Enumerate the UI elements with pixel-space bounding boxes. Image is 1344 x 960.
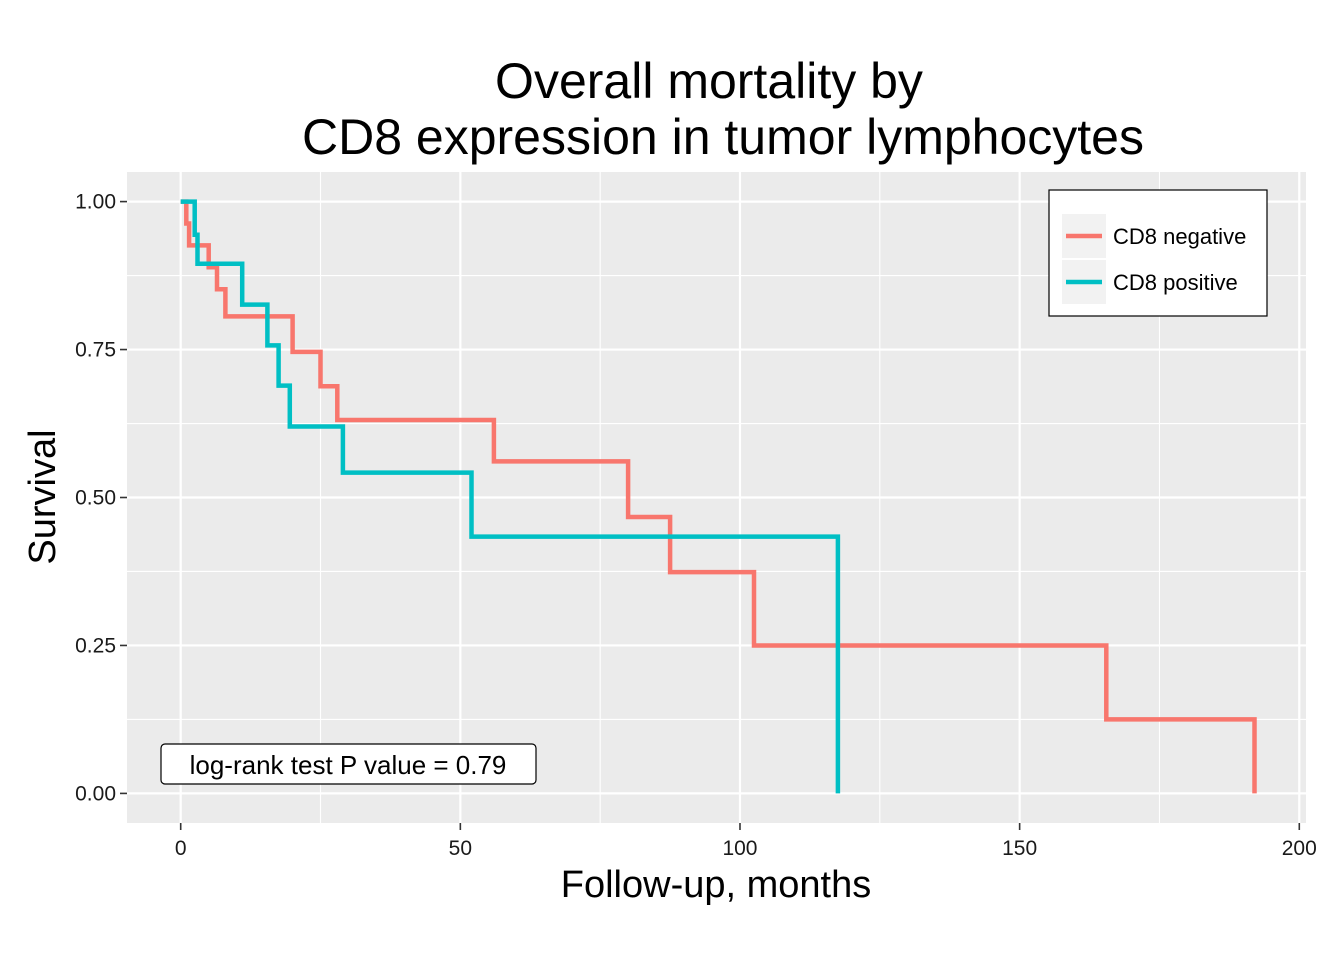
y-tick-label: 0.75 <box>75 339 116 362</box>
y-tick-label: 0.00 <box>75 782 116 805</box>
legend-label-cd8-negative: CD8 negative <box>1113 224 1246 249</box>
y-tick-label: 0.25 <box>75 634 116 657</box>
x-tick-label: 200 <box>1282 837 1317 860</box>
legend-label-cd8-positive: CD8 positive <box>1113 270 1238 295</box>
y-tick-labels: 0.00 0.25 0.50 0.75 1.00 <box>75 191 116 806</box>
y-tick-label: 0.50 <box>75 487 116 510</box>
major-grid <box>127 172 1306 823</box>
chart-title-line-2: CD8 expression in tumor lymphocytes <box>302 109 1144 165</box>
y-axis-title: Survival <box>22 429 64 564</box>
series-line-cd8-negative <box>180 199 1257 794</box>
x-tick-label: 0 <box>175 837 187 860</box>
x-axis-title: Follow-up, months <box>561 864 871 906</box>
series-layer <box>180 199 1257 794</box>
x-tick-label: 150 <box>1002 837 1037 860</box>
x-tick-label: 50 <box>449 837 472 860</box>
axis-ticks <box>120 200 1301 830</box>
legend: CD8 negative CD8 positive <box>1048 189 1268 317</box>
series-line-cd8-positive <box>180 199 841 794</box>
annotation-text: log-rank test P value = 0.79 <box>190 750 507 780</box>
chart-title-line-1: Overall mortality by <box>495 53 923 109</box>
x-tick-labels: 0 50 100 150 200 <box>175 837 1317 860</box>
annotation-box <box>160 743 537 785</box>
log-rank-annotation: log-rank test P value = 0.79 <box>160 743 537 785</box>
x-tick-label: 100 <box>722 837 757 860</box>
y-tick-label: 1.00 <box>75 191 116 214</box>
